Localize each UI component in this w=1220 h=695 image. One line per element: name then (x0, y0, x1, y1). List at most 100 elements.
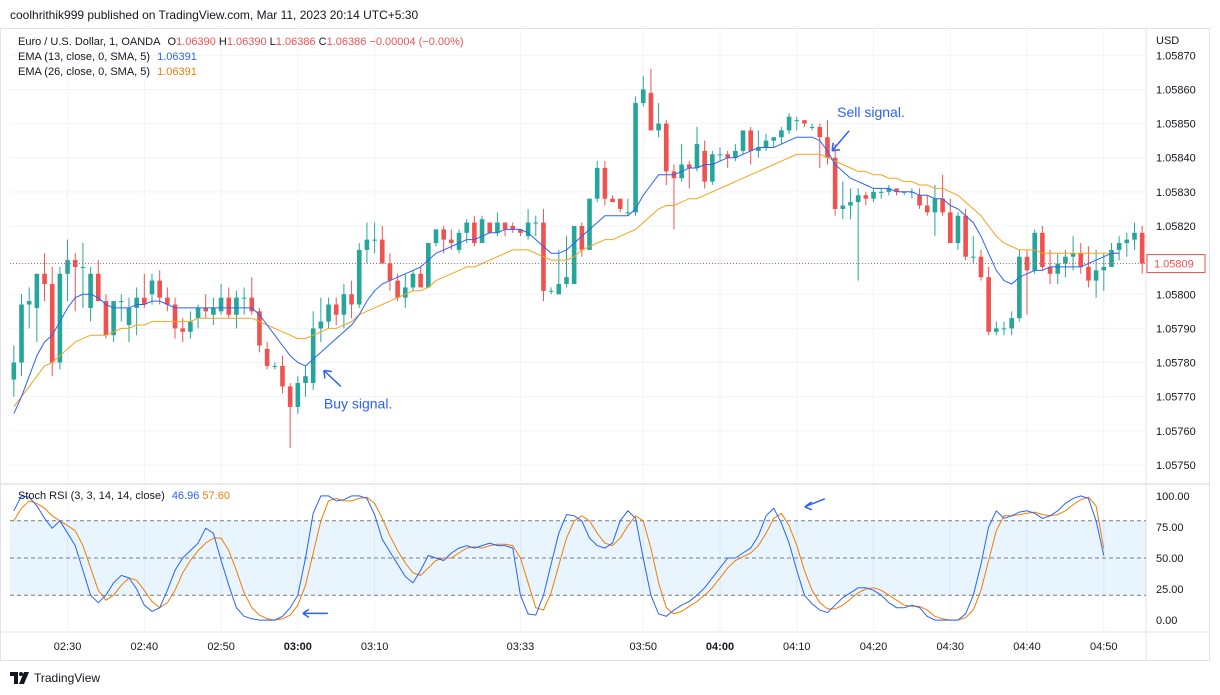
candle-body (702, 150, 707, 182)
candle-up (402, 273, 408, 308)
candle-body (1063, 256, 1068, 264)
candle-down (280, 355, 285, 394)
candle-down (95, 260, 101, 302)
candle-body (264, 348, 270, 366)
candle-down (648, 68, 654, 131)
candle-body (548, 290, 554, 292)
candle-body (464, 222, 470, 233)
high-label: H (218, 36, 227, 48)
candle-body (19, 304, 24, 363)
symbol-label[interactable]: Euro / U.S. Dollar, 1, OANDA (18, 36, 161, 48)
candle-body (809, 126, 815, 128)
stoch-d-value: 57.60 (202, 490, 230, 502)
candle-body (610, 198, 615, 203)
time-tick-label: 04:30 (937, 641, 965, 653)
candle-body (34, 273, 40, 308)
candle-body (656, 123, 661, 131)
candle-body (794, 120, 800, 122)
time-tick-label: 03:10 (361, 641, 389, 653)
candle-body (318, 321, 324, 329)
candle-body (479, 219, 485, 244)
candle-up (1124, 232, 1130, 257)
candle-body (717, 154, 723, 156)
buy-arrow-icon (323, 369, 342, 388)
time-tick-label: 03:00 (284, 641, 312, 653)
chart-border (0, 28, 1210, 661)
candle-body (840, 205, 846, 209)
candle-down (226, 287, 232, 319)
candle-body (395, 280, 400, 298)
candle-body (203, 307, 209, 312)
candle-body (763, 140, 769, 148)
candle-body (387, 263, 393, 281)
candle-down (978, 249, 984, 281)
candle-up (1032, 229, 1038, 274)
candle-body (710, 154, 715, 182)
candle-body (733, 150, 738, 158)
price-tick-label: 1.05870 (1156, 50, 1196, 62)
chart-frame[interactable]: 1.05870 1.05860 1.05850 1.05840 1.05830 1.058… (0, 28, 1220, 668)
candle-body (817, 126, 823, 138)
stoch-tick-label: 75.00 (1156, 522, 1184, 534)
candle-down (379, 225, 385, 264)
ema26-legend-line[interactable]: EMA (26, close, 0, SMA, 5) 1.06391 (18, 65, 464, 80)
candle-body (533, 222, 539, 224)
candle-up (525, 208, 531, 240)
candle-up (479, 215, 485, 244)
candle-up (855, 188, 861, 281)
candle-up (878, 188, 884, 199)
symbol-legend-line: Euro / U.S. Dollar, 1, OANDA O1.06390 H1… (18, 35, 464, 50)
candle-body (157, 280, 162, 298)
candle-down (610, 195, 615, 203)
price-tick-label: 1.05760 (1156, 426, 1196, 438)
candle-up (625, 198, 631, 216)
stoch-buy-arrow-icon (302, 608, 328, 618)
candle-layer (11, 68, 1145, 448)
candle-body (633, 103, 638, 213)
candle-body (188, 321, 193, 332)
candlestick-chart[interactable]: 1.05870 1.05860 1.05850 1.05840 1.05830 1.058… (0, 28, 1220, 663)
candle-down (395, 273, 400, 302)
candle-body (118, 301, 124, 303)
candle-up (1063, 249, 1068, 278)
time-tick-label: 02:30 (54, 641, 82, 653)
tradingview-logo[interactable]: TradingView (10, 670, 100, 686)
candle-body (970, 256, 976, 258)
time-tick-label: 04:40 (1013, 641, 1041, 653)
candle-body (587, 198, 592, 250)
time-tick-label: 04:20 (860, 641, 888, 653)
candle-up (310, 311, 316, 390)
ema-layer (13, 136, 1120, 414)
stoch-legend[interactable]: Stoch RSI (3, 3, 14, 14, close) 46.96 57… (18, 489, 230, 504)
candle-body (525, 222, 531, 237)
time-tick-label: 04:50 (1090, 641, 1118, 653)
ema13-legend-line[interactable]: EMA (13, close, 0, SMA, 5) 1.06391 (18, 50, 464, 65)
candle-body (940, 198, 945, 213)
candle-body (878, 191, 884, 193)
candle-up (126, 297, 132, 343)
candle-down (832, 144, 838, 216)
candle-down (349, 280, 354, 319)
candle-down (963, 208, 968, 261)
candle-body (126, 307, 132, 325)
candle-body (1055, 263, 1061, 274)
candle-up (794, 116, 800, 131)
candle-up (34, 273, 40, 343)
candle-body (341, 294, 347, 315)
stoch-tick-label: 50.00 (1156, 553, 1184, 565)
price-tick-label: 1.05790 (1156, 323, 1196, 335)
candle-body (518, 229, 523, 233)
candle-down (142, 273, 147, 308)
candle-up (656, 103, 661, 138)
change-value: −0.00004 (−0.00%) (369, 36, 464, 48)
candle-up (341, 284, 347, 329)
candle-up (886, 185, 892, 196)
candle-up (1093, 249, 1099, 298)
candle-up (1132, 222, 1137, 250)
publish-info: coolhrithik999 published on TradingView.… (10, 8, 419, 22)
candle-up (318, 297, 324, 343)
candle-body (249, 297, 255, 312)
stoch-d-line (13, 496, 1105, 621)
candle-body (402, 287, 408, 298)
candle-up (763, 133, 769, 151)
